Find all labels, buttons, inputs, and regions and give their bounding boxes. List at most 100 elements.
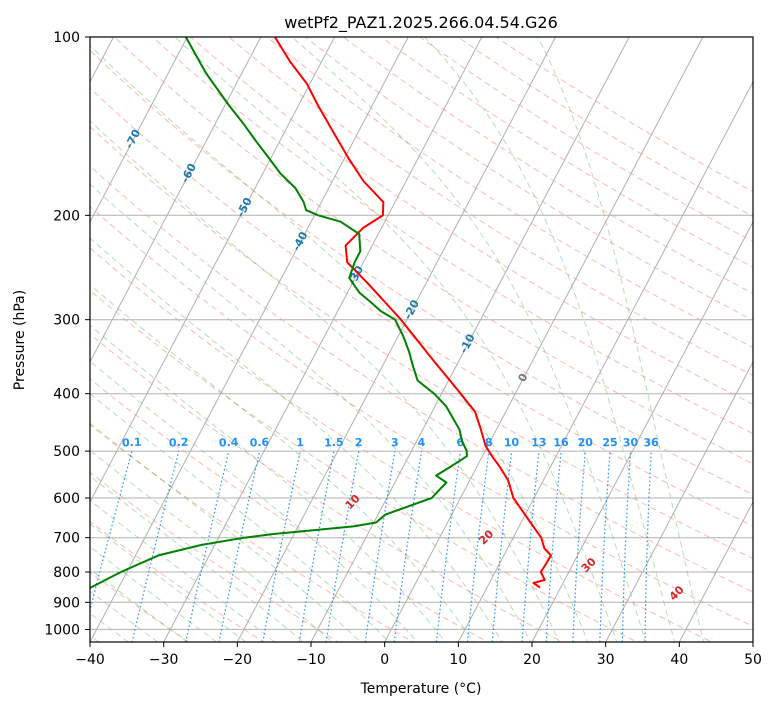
mixing-ratio-line bbox=[262, 450, 301, 642]
mixing-ratio-label: 16 bbox=[553, 436, 569, 450]
temperature-profile bbox=[274, 37, 552, 589]
mixing-ratio-label: 8 bbox=[485, 436, 493, 449]
x-tick-label: −30 bbox=[149, 652, 179, 668]
dry-adiabat-line bbox=[151, 37, 753, 435]
dry-adiabat-line bbox=[90, 247, 713, 642]
dry-adiabats bbox=[90, 37, 753, 642]
isotherm-gridline bbox=[163, 37, 483, 642]
mixing-ratio-line bbox=[218, 450, 261, 642]
y-tick-label: 500 bbox=[53, 444, 80, 460]
isotherm-gridline bbox=[531, 220, 753, 642]
dry-adiabat-line bbox=[90, 333, 564, 642]
dry-adiabat-line bbox=[113, 37, 753, 465]
mixing-ratio-line bbox=[521, 451, 540, 642]
mixing-ratio-label: 4 bbox=[417, 436, 426, 449]
x-tick-label: −40 bbox=[75, 652, 105, 668]
mixing-ratio-line bbox=[491, 451, 513, 642]
mixing-ratio-line bbox=[393, 451, 423, 642]
isotherm-gridline bbox=[90, 37, 262, 363]
mixing-ratio-label: 3 bbox=[391, 436, 399, 449]
mixing-ratio-line bbox=[545, 451, 562, 642]
mixing-ratio-line bbox=[364, 450, 396, 642]
mixing-ratio-lines bbox=[90, 450, 652, 642]
y-tick-label: 200 bbox=[53, 208, 80, 224]
isotherm-gridline bbox=[90, 37, 188, 223]
isotherm-gridline bbox=[605, 360, 753, 642]
mixing-ratio-line bbox=[599, 451, 611, 642]
moist-adiabat-line bbox=[90, 449, 333, 642]
mixing-ratio-label: 20 bbox=[577, 436, 593, 450]
dry-adiabat-line bbox=[90, 165, 753, 593]
y-tick-label: 900 bbox=[53, 595, 80, 611]
mixing-ratio-label: 30 bbox=[623, 436, 639, 450]
dry-adiabat-line bbox=[90, 424, 414, 642]
plot-area: 0.10.20.40.611.52346810131620253036-100-… bbox=[90, 37, 753, 642]
dry-adiabat-line bbox=[90, 571, 190, 642]
x-tick-label: 40 bbox=[670, 652, 688, 668]
dry-adiabat-line bbox=[90, 126, 753, 560]
mixing-ratio-line bbox=[621, 451, 632, 642]
mixing-ratio-label: 36 bbox=[643, 436, 659, 450]
x-tick-label: −10 bbox=[296, 652, 326, 668]
y-tick-label: 100 bbox=[53, 30, 80, 46]
isotherm-gridline bbox=[90, 37, 336, 503]
mixing-ratio-line bbox=[644, 451, 652, 642]
y-tick-label: 400 bbox=[53, 387, 80, 403]
x-tick-label: 20 bbox=[523, 652, 541, 668]
moist-adiabat-line bbox=[90, 568, 189, 642]
mixing-ratio-line bbox=[90, 450, 133, 613]
dry-adiabat-line bbox=[228, 37, 753, 377]
isotherm-gridline bbox=[90, 37, 409, 642]
axes: −40 −30 −20 −10 0 10 20 30 40 50 1000 900 800 700 600 5… bbox=[44, 30, 762, 668]
moist-adiabat-line bbox=[174, 37, 618, 642]
moist-adiabat-line bbox=[90, 590, 159, 642]
dry-adiabat-line bbox=[342, 37, 753, 294]
moist-adiabat-line bbox=[90, 44, 589, 642]
x-tick-label: 10 bbox=[449, 652, 467, 668]
isotherm-gridline bbox=[457, 80, 753, 642]
moist-adiabat-line bbox=[90, 475, 305, 642]
mixing-ratio-line bbox=[435, 451, 461, 642]
isotherm-gridline bbox=[310, 37, 630, 642]
mixing-ratio-label: 13 bbox=[531, 436, 547, 450]
x-tick-label: −20 bbox=[223, 652, 253, 668]
dry-adiabat-line bbox=[90, 289, 639, 642]
moist-adiabat-line bbox=[537, 37, 705, 642]
mixing-ratio-label: 0.6 bbox=[249, 436, 269, 450]
moist-adiabat-line bbox=[90, 283, 475, 642]
plot-frame bbox=[89, 36, 754, 643]
mixing-ratio-label: 0.2 bbox=[169, 436, 189, 450]
line-labels: 0.10.20.40.611.52346810131620253036-100-… bbox=[122, 127, 687, 603]
y-tick-label: 300 bbox=[53, 313, 80, 329]
mixing-ratio-line bbox=[298, 450, 335, 642]
mixing-ratio-label: 0.1 bbox=[122, 436, 142, 450]
moist-adiabat-line bbox=[291, 37, 647, 642]
x-tick-label: 30 bbox=[597, 652, 615, 668]
mixing-ratio-label: 0.4 bbox=[219, 436, 239, 450]
dry-adiabat-line bbox=[90, 471, 340, 642]
dry-adiabat-line bbox=[266, 37, 753, 349]
isotherm-gridline bbox=[678, 500, 753, 642]
mixing-ratio-label: 2 bbox=[355, 436, 363, 449]
mixing-ratio-label: 6 bbox=[456, 436, 465, 449]
y-axis-title: Pressure (hPa) bbox=[12, 290, 28, 390]
moist-adiabat-line bbox=[90, 324, 447, 642]
y-tick-label: 700 bbox=[53, 531, 80, 547]
mixing-ratio-line bbox=[466, 451, 490, 642]
mixing-ratio-label: 1.5 bbox=[324, 436, 344, 450]
x-axis-title: Temperature (°C) bbox=[360, 681, 482, 697]
mixing-ratio-label: 1 bbox=[296, 436, 304, 449]
mixing-ratio-line bbox=[185, 450, 230, 642]
x-tick-label: 0 bbox=[380, 652, 389, 668]
moist-adiabat-line bbox=[90, 523, 247, 642]
mixing-ratio-line bbox=[131, 450, 180, 642]
isotherm-gridline bbox=[384, 37, 704, 642]
y-tick-label: 800 bbox=[53, 565, 80, 581]
moist-adiabat-line bbox=[90, 545, 218, 642]
profiles bbox=[90, 37, 552, 590]
mixing-ratio-line bbox=[325, 450, 360, 642]
y-tick-label: 1000 bbox=[44, 622, 80, 638]
chart-title: wetPf2_PAZ1.2025.266.04.54.G26 bbox=[284, 13, 558, 33]
y-tick-label: 600 bbox=[53, 491, 80, 507]
